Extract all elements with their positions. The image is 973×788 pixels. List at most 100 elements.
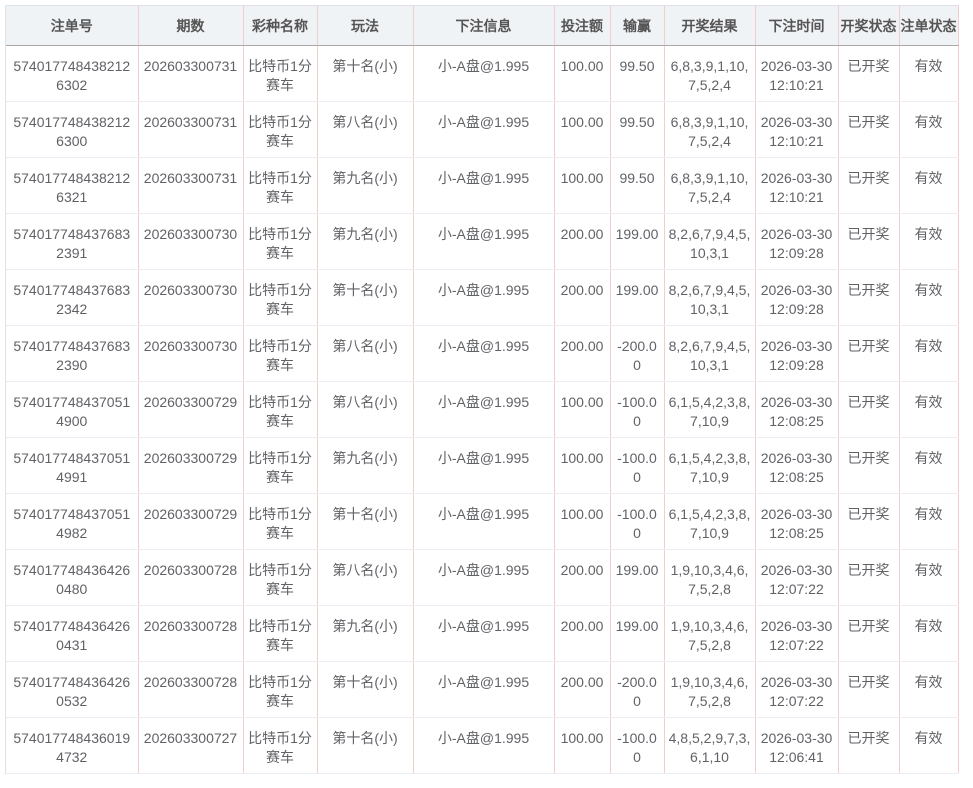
cell-win-loss: -100.00 [610,381,665,438]
cell-play-type: 第八名(小) [317,101,414,158]
cell-lottery-name: 比特币1分赛车 [243,661,318,718]
table-row: 5740177484360194732 202603300727 比特币1分赛车 第十… [6,717,959,774]
header-period[interactable]: 期数 [138,6,244,46]
header-draw-status[interactable]: 开奖状态 [838,6,900,46]
cell-draw-result: 8,2,6,7,9,4,5,10,3,1 [664,269,756,326]
cell-win-loss: 199.00 [610,549,665,606]
cell-lottery-name: 比特币1分赛车 [243,45,318,102]
cell-play-type: 第十名(小) [317,661,414,718]
cell-draw-result: 8,2,6,7,9,4,5,10,3,1 [664,213,756,270]
cell-bet-amount: 100.00 [554,157,611,214]
cell-lottery-name: 比特币1分赛车 [243,493,318,550]
cell-draw-status: 已开奖 [838,661,900,718]
cell-draw-status: 已开奖 [838,605,900,662]
cell-bet-time: 2026-03-30 12:10:21 [755,101,839,158]
header-lottery-name[interactable]: 彩种名称 [243,6,318,46]
cell-draw-result: 8,2,6,7,9,4,5,10,3,1 [664,325,756,382]
cell-bet-amount: 200.00 [554,325,611,382]
cell-win-loss: 99.50 [610,157,665,214]
cell-period: 202603300727 [138,717,244,774]
cell-draw-result: 6,1,5,4,2,3,8,7,10,9 [664,437,756,494]
cell-bet-id: 5740177484376832390 [6,325,139,382]
header-bet-time[interactable]: 下注时间 [755,6,839,46]
cell-bet-status: 有效 [899,45,959,102]
table-row: 5740177484370514982 202603300729 比特币1分赛车 第十… [6,493,959,550]
cell-bet-info: 小-A盘@1.995 [413,437,555,494]
cell-bet-amount: 100.00 [554,717,611,774]
cell-bet-time: 2026-03-30 12:08:25 [755,437,839,494]
cell-bet-info: 小-A盘@1.995 [413,101,555,158]
cell-draw-result: 1,9,10,3,4,6,7,5,2,8 [664,661,756,718]
cell-play-type: 第九名(小) [317,213,414,270]
header-bet-info[interactable]: 下注信息 [413,6,555,46]
cell-play-type: 第十名(小) [317,269,414,326]
cell-lottery-name: 比特币1分赛车 [243,157,318,214]
cell-lottery-name: 比特币1分赛车 [243,325,318,382]
cell-draw-result: 6,1,5,4,2,3,8,7,10,9 [664,381,756,438]
cell-draw-status: 已开奖 [838,437,900,494]
cell-period: 202603300730 [138,269,244,326]
cell-period: 202603300731 [138,45,244,102]
table-row: 5740177484376832390 202603300730 比特币1分赛车 第八… [6,325,959,382]
cell-win-loss: -100.00 [610,493,665,550]
header-bet-amount[interactable]: 投注额 [554,6,611,46]
header-win-loss[interactable]: 输赢 [610,6,665,46]
cell-draw-result: 6,1,5,4,2,3,8,7,10,9 [664,493,756,550]
cell-draw-status: 已开奖 [838,381,900,438]
cell-play-type: 第九名(小) [317,157,414,214]
cell-play-type: 第十名(小) [317,717,414,774]
cell-bet-status: 有效 [899,717,959,774]
table-row: 5740177484382126321 202603300731 比特币1分赛车 第九… [6,157,959,214]
table-row: 5740177484382126300 202603300731 比特币1分赛车 第八… [6,101,959,158]
cell-draw-result: 6,8,3,9,1,10,7,5,2,4 [664,157,756,214]
cell-bet-id: 5740177484370514991 [6,437,139,494]
header-draw-result[interactable]: 开奖结果 [664,6,756,46]
cell-bet-id: 5740177484364260532 [6,661,139,718]
cell-bet-amount: 200.00 [554,213,611,270]
cell-bet-status: 有效 [899,437,959,494]
cell-period: 202603300731 [138,157,244,214]
cell-bet-id: 5740177484382126321 [6,157,139,214]
cell-lottery-name: 比特币1分赛车 [243,717,318,774]
cell-bet-time: 2026-03-30 12:10:21 [755,45,839,102]
cell-play-type: 第八名(小) [317,381,414,438]
cell-bet-info: 小-A盘@1.995 [413,45,555,102]
cell-bet-info: 小-A盘@1.995 [413,493,555,550]
cell-bet-status: 有效 [899,325,959,382]
cell-bet-id: 5740177484382126300 [6,101,139,158]
bet-records-table-container: 注单号 期数 彩种名称 玩法 下注信息 投注额 输赢 开奖结果 下注时间 开奖状态 注单状态 574… [5,5,959,774]
cell-play-type: 第十名(小) [317,493,414,550]
cell-bet-amount: 100.00 [554,437,611,494]
cell-draw-status: 已开奖 [838,157,900,214]
cell-bet-status: 有效 [899,269,959,326]
table-row: 5740177484376832342 202603300730 比特币1分赛车 第十… [6,269,959,326]
cell-play-type: 第八名(小) [317,325,414,382]
cell-bet-status: 有效 [899,493,959,550]
table-header-row: 注单号 期数 彩种名称 玩法 下注信息 投注额 输赢 开奖结果 下注时间 开奖状态 注单状态 [6,6,959,46]
cell-draw-result: 1,9,10,3,4,6,7,5,2,8 [664,549,756,606]
cell-draw-result: 6,8,3,9,1,10,7,5,2,4 [664,45,756,102]
cell-win-loss: 199.00 [610,213,665,270]
cell-bet-id: 5740177484376832342 [6,269,139,326]
cell-win-loss: -100.00 [610,717,665,774]
cell-bet-info: 小-A盘@1.995 [413,605,555,662]
cell-win-loss: -100.00 [610,437,665,494]
cell-bet-status: 有效 [899,213,959,270]
cell-draw-status: 已开奖 [838,717,900,774]
header-play-type[interactable]: 玩法 [317,6,414,46]
cell-bet-amount: 200.00 [554,605,611,662]
header-bet-id[interactable]: 注单号 [6,6,139,46]
cell-bet-time: 2026-03-30 12:07:22 [755,549,839,606]
cell-bet-info: 小-A盘@1.995 [413,717,555,774]
cell-period: 202603300730 [138,213,244,270]
cell-bet-info: 小-A盘@1.995 [413,549,555,606]
table-row: 5740177484364260431 202603300728 比特币1分赛车 第九… [6,605,959,662]
cell-win-loss: -200.00 [610,325,665,382]
cell-win-loss: 199.00 [610,605,665,662]
header-bet-status[interactable]: 注单状态 [899,6,959,46]
cell-bet-time: 2026-03-30 12:09:28 [755,213,839,270]
cell-draw-status: 已开奖 [838,213,900,270]
cell-bet-time: 2026-03-30 12:07:22 [755,661,839,718]
cell-win-loss: 199.00 [610,269,665,326]
cell-period: 202603300730 [138,325,244,382]
